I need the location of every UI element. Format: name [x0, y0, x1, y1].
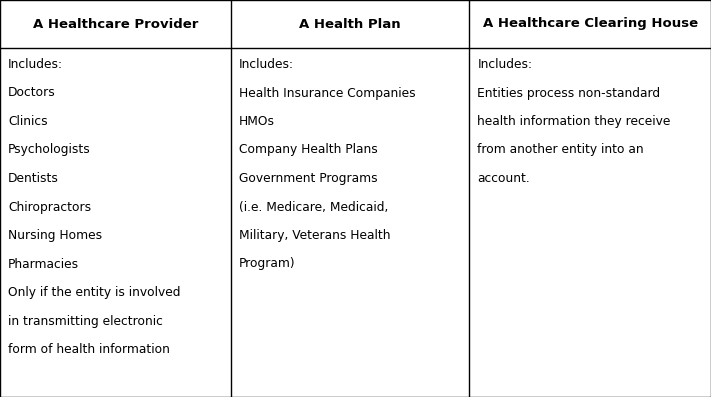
Text: Psychologists: Psychologists [8, 143, 91, 156]
Text: Doctors: Doctors [8, 87, 55, 100]
Text: Company Health Plans: Company Health Plans [239, 143, 378, 156]
Text: A Health Plan: A Health Plan [299, 17, 401, 31]
Text: Chiropractors: Chiropractors [8, 200, 91, 214]
Text: health information they receive: health information they receive [477, 115, 670, 128]
Text: Program): Program) [239, 258, 296, 270]
Text: Includes:: Includes: [8, 58, 63, 71]
Text: from another entity into an: from another entity into an [477, 143, 644, 156]
Text: (i.e. Medicare, Medicaid,: (i.e. Medicare, Medicaid, [239, 200, 388, 214]
Text: A Healthcare Clearing House: A Healthcare Clearing House [483, 17, 697, 31]
Text: HMOs: HMOs [239, 115, 275, 128]
Text: Pharmacies: Pharmacies [8, 258, 79, 270]
Text: Only if the entity is involved: Only if the entity is involved [8, 286, 181, 299]
Text: Health Insurance Companies: Health Insurance Companies [239, 87, 416, 100]
Text: Government Programs: Government Programs [239, 172, 378, 185]
Text: Clinics: Clinics [8, 115, 48, 128]
Text: Nursing Homes: Nursing Homes [8, 229, 102, 242]
Text: Dentists: Dentists [8, 172, 59, 185]
Text: A Healthcare Provider: A Healthcare Provider [33, 17, 198, 31]
Text: form of health information: form of health information [8, 343, 170, 356]
Text: Military, Veterans Health: Military, Veterans Health [239, 229, 390, 242]
Text: Includes:: Includes: [477, 58, 533, 71]
Text: Entities process non-standard: Entities process non-standard [477, 87, 661, 100]
Text: Includes:: Includes: [239, 58, 294, 71]
Text: account.: account. [477, 172, 530, 185]
Text: in transmitting electronic: in transmitting electronic [8, 314, 163, 328]
